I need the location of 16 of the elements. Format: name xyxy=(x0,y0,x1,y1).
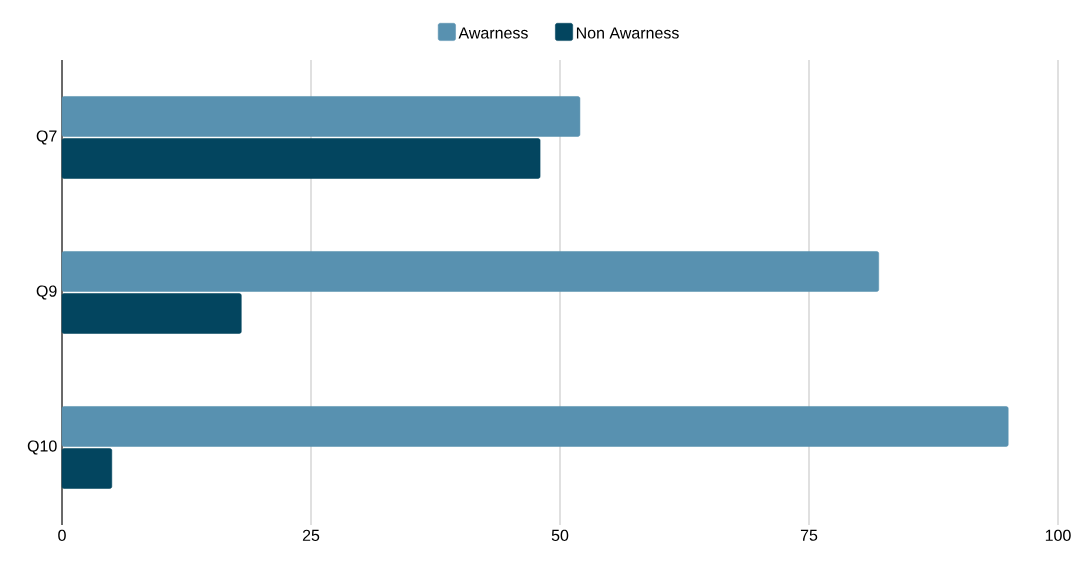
bar xyxy=(61,138,541,179)
x-tick-label: 50 xyxy=(551,529,569,542)
legend-label: Non Awarness xyxy=(576,27,679,39)
bar xyxy=(61,448,113,489)
bar xyxy=(61,96,581,137)
legend-label: Awarness xyxy=(458,27,528,39)
x-tick-label: 75 xyxy=(800,529,818,541)
bar xyxy=(61,406,1009,447)
x-tick-label: 25 xyxy=(302,529,320,542)
x-tick-label: 100 xyxy=(1045,529,1071,542)
bar xyxy=(61,293,242,334)
y-tick-label: Q9 xyxy=(36,285,57,300)
y-tick-label: Q10 xyxy=(27,440,57,455)
bar xyxy=(61,251,879,292)
x-tick-label: 0 xyxy=(58,529,66,542)
y-tick-label: Q7 xyxy=(36,130,57,145)
